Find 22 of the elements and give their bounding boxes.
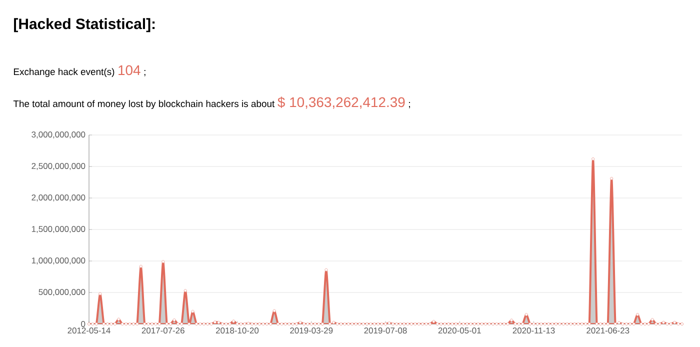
x-tick-label: 2012-05-14 — [68, 328, 110, 334]
x-tick-label: 2019-07-08 — [364, 328, 407, 334]
y-tick-label: 2,500,000,000 — [32, 163, 86, 170]
chart-title: [Hacked Statistical]: — [14, 18, 155, 32]
x-tick-label: 2018-10-20 — [216, 328, 259, 334]
y-tick-label: 1,500,000,000 — [32, 226, 86, 233]
x-tick-label: 2019-03-29 — [290, 328, 333, 334]
y-tick-label: 0 — [81, 321, 86, 327]
x-tick-label: 2020-11-13 — [512, 328, 555, 334]
y-tick-label: 2,000,000,000 — [32, 194, 86, 202]
text: ; — [409, 102, 410, 108]
x-tick-label: 2020-05-01 — [438, 328, 481, 334]
y-tick-label: 3,000,000,000 — [32, 132, 86, 138]
y-tick-label: 500,000,000 — [38, 289, 86, 296]
text: ; — [144, 70, 146, 76]
text: Exchange hack event(s) — [14, 68, 114, 77]
x-tick-label: 2021-06-23 — [586, 328, 630, 334]
text: The total amount of money lost by blockchain hackers is about — [13, 100, 275, 109]
x-tick-label: 2017-07-26 — [142, 328, 184, 334]
text: $ 10,363,262,412.39 — [278, 96, 405, 109]
y-tick-label: 1,000,000,000 — [32, 258, 86, 264]
text: 104 — [118, 65, 140, 76]
